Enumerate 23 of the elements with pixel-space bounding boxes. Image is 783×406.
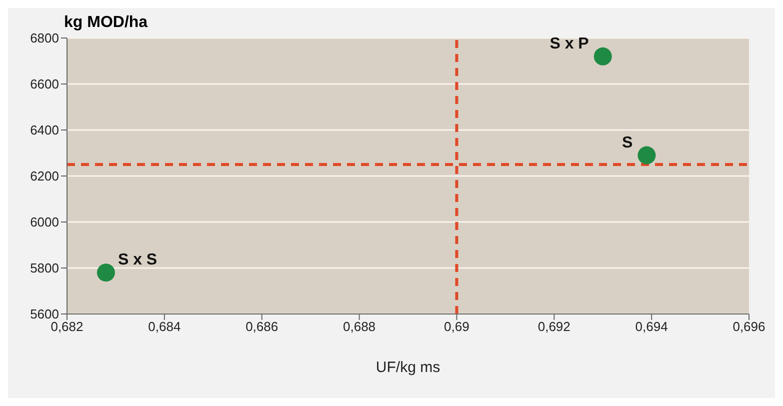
- point: [96, 264, 115, 282]
- x-tick-label: 0,692: [538, 319, 570, 334]
- annotation: S x S: [118, 252, 158, 269]
- x-tick-label: 0,694: [635, 319, 668, 334]
- y-tick-label: 6800: [30, 30, 59, 46]
- x-tick-label: 0,696: [732, 319, 766, 334]
- y-tick-label: 5800: [30, 260, 59, 276]
- y-axis-title: kg MOD/ha: [64, 14, 148, 32]
- x-tick-label: 0,684: [148, 319, 181, 334]
- y-tick-label: 6600: [30, 76, 59, 92]
- y-tick-label: 6400: [30, 122, 59, 138]
- point: [638, 146, 656, 164]
- x-axis-title: UF/kg ms: [376, 359, 440, 376]
- y-tick-label: 5600: [30, 306, 59, 322]
- y-tick-label: 6200: [30, 168, 59, 184]
- point: [594, 47, 612, 66]
- x-tick-label: 0,682: [50, 319, 84, 334]
- x-tick-label: 0,69: [444, 319, 470, 334]
- x-tick-label: 0,686: [246, 319, 278, 334]
- x-tick-label: 0,688: [343, 319, 376, 334]
- y-tick-label: 6000: [30, 214, 59, 230]
- annotation: S x P: [550, 35, 590, 52]
- annotation: S: [622, 134, 634, 152]
